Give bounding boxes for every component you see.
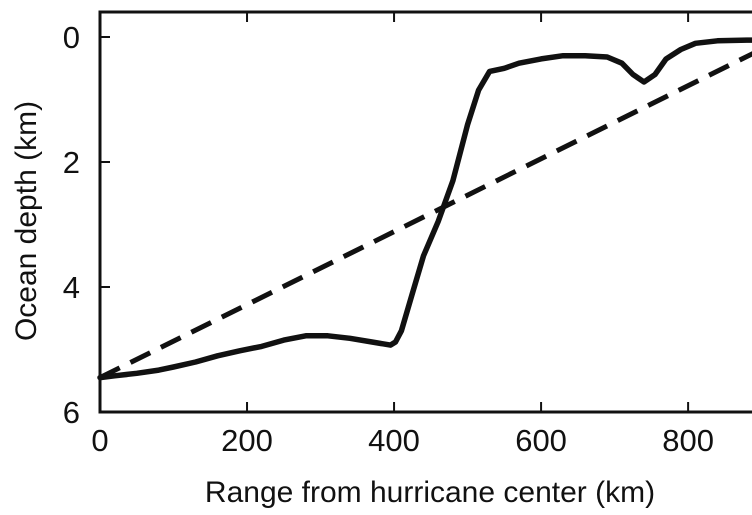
x-tick-label: 0: [91, 423, 108, 458]
y-tick-label: 4: [63, 270, 80, 305]
x-tick-label: 200: [221, 423, 273, 458]
x-tick-label: 800: [662, 423, 714, 458]
solid-series-line: [97, 37, 752, 381]
y-axis-label: Ocean depth (km): [10, 101, 43, 341]
y-tick-label: 6: [63, 395, 80, 430]
x-axis-label: Range from hurricane center (km): [205, 476, 655, 509]
series-layer: [97, 37, 752, 381]
plot-frame: [98, 10, 752, 414]
x-tick-label: 400: [368, 423, 420, 458]
x-tick-label: 600: [515, 423, 567, 458]
y-tick-label: 0: [63, 20, 80, 55]
y-tick-label: 2: [63, 145, 80, 180]
dashed-series-line: [98, 51, 752, 380]
axis-ticks: [99, 12, 690, 413]
tick-labels: 0 200 400 600 800 0 2 4 6: [63, 20, 714, 458]
